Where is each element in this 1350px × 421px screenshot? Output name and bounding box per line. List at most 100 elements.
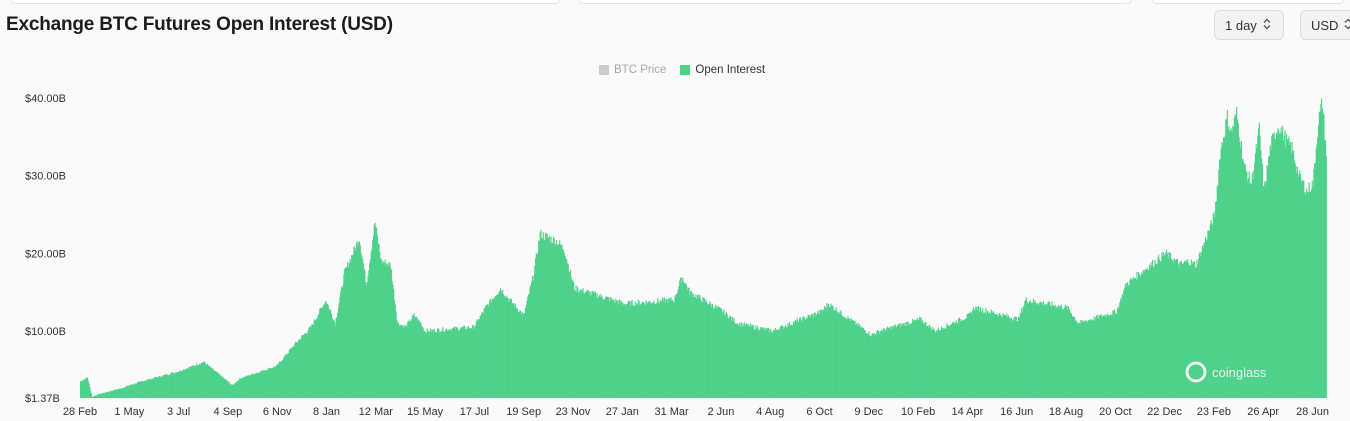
open-interest-bar xyxy=(811,314,813,398)
open-interest-bar xyxy=(708,303,710,398)
open-interest-bar xyxy=(1173,263,1175,398)
currency-select[interactable]: USD xyxy=(1300,10,1350,40)
open-interest-bar xyxy=(928,325,930,398)
open-interest-bar xyxy=(1156,263,1158,398)
open-interest-bar xyxy=(454,329,456,398)
open-interest-bar xyxy=(188,366,190,398)
open-interest-bar xyxy=(316,318,318,398)
x-tick-label: 4 Sep xyxy=(214,406,243,418)
open-interest-bar xyxy=(203,361,205,398)
open-interest-bar xyxy=(215,371,217,398)
open-interest-bar xyxy=(181,370,183,398)
open-interest-bar xyxy=(614,298,616,398)
open-interest-bar xyxy=(246,375,248,398)
open-interest-bar xyxy=(1139,276,1141,398)
open-interest-bar xyxy=(383,262,385,398)
open-interest-bar xyxy=(221,377,223,398)
open-interest-bar xyxy=(615,302,617,398)
legend-item-open-interest[interactable]: Open Interest xyxy=(680,64,765,76)
open-interest-bar xyxy=(595,297,597,398)
open-interest-bar xyxy=(983,313,985,398)
open-interest-bar xyxy=(884,331,886,398)
open-interest-bar xyxy=(439,332,442,398)
open-interest-bar xyxy=(1268,156,1270,398)
open-interest-bar xyxy=(352,254,354,398)
open-interest-bar xyxy=(793,323,795,398)
open-interest-bar xyxy=(174,373,176,398)
open-interest-bar xyxy=(234,382,236,398)
open-interest-bar xyxy=(1009,317,1011,398)
open-interest-bar xyxy=(1121,294,1123,398)
open-interest-bar xyxy=(924,321,926,398)
open-interest-bar xyxy=(474,326,476,398)
open-interest-bar xyxy=(996,313,998,398)
open-interest-bar xyxy=(547,237,549,398)
open-interest-bar xyxy=(1087,320,1089,398)
open-interest-bar xyxy=(213,370,215,398)
open-interest-bar xyxy=(958,317,960,398)
open-interest-bar xyxy=(1317,124,1320,398)
open-interest-bar xyxy=(394,304,396,398)
open-interest-bar xyxy=(1298,173,1300,398)
y-axis: $40.00B$30.00B$20.00B$10.00B$1.37B xyxy=(25,93,66,405)
open-interest-bar xyxy=(1276,134,1278,398)
open-interest-bar xyxy=(446,331,449,398)
open-interest-bar xyxy=(143,381,145,398)
open-interest-bar xyxy=(1221,141,1223,399)
open-interest-bar xyxy=(468,328,470,398)
open-interest-bar xyxy=(433,328,435,398)
open-interest-bar xyxy=(204,363,206,398)
open-interest-bar xyxy=(1267,167,1269,398)
open-interest-bar xyxy=(448,329,450,398)
open-interest-bar xyxy=(1204,242,1206,398)
open-interest-bar xyxy=(1300,181,1302,398)
open-interest-bar xyxy=(1203,242,1205,398)
open-interest-bar xyxy=(1074,317,1076,398)
open-interest-bar xyxy=(270,367,272,398)
open-interest-bar xyxy=(1049,305,1052,398)
open-interest-bar xyxy=(577,292,579,398)
open-interest-bar xyxy=(1320,103,1322,399)
open-interest-bar xyxy=(168,375,170,398)
interval-select[interactable]: 1 day xyxy=(1214,10,1284,40)
open-interest-bar xyxy=(745,324,747,398)
open-interest-bar xyxy=(865,332,867,398)
open-interest-bar xyxy=(915,319,917,398)
open-interest-bar xyxy=(870,336,872,398)
open-interest-bar xyxy=(756,328,758,398)
open-interest-bar xyxy=(1163,255,1165,398)
open-interest-bar xyxy=(209,366,211,398)
open-interest-bar xyxy=(957,323,959,398)
open-interest-bar xyxy=(1325,155,1327,398)
open-interest-bar xyxy=(927,327,929,398)
open-interest-bar xyxy=(130,384,132,398)
legend-item-btc-price[interactable]: BTC Price xyxy=(599,64,666,76)
open-interest-bar xyxy=(1244,164,1246,398)
open-interest-bar xyxy=(831,305,833,398)
open-interest-bar xyxy=(436,332,438,398)
open-interest-bar xyxy=(521,312,523,398)
open-interest-bar xyxy=(1008,317,1010,398)
open-interest-bar xyxy=(949,325,951,398)
open-interest-bar xyxy=(481,312,483,398)
open-interest-bar xyxy=(926,326,928,398)
open-interest-bar xyxy=(1136,271,1138,398)
open-interest-bar xyxy=(1047,302,1049,398)
open-interest-bar xyxy=(114,390,116,398)
open-interest-bar xyxy=(199,364,201,398)
open-interest-bar xyxy=(530,284,532,398)
open-interest-bar xyxy=(1089,319,1091,398)
open-interest-bar xyxy=(1130,278,1132,398)
open-interest-bar xyxy=(647,301,650,398)
open-interest-bar xyxy=(1028,301,1031,398)
open-interest-bar xyxy=(1014,316,1016,398)
open-interest-bar xyxy=(531,281,533,398)
open-interest-bar xyxy=(937,327,939,398)
open-interest-bar xyxy=(982,312,985,398)
open-interest-bar xyxy=(460,328,462,398)
open-interest-bar xyxy=(725,311,727,398)
open-interest-bar xyxy=(787,323,789,398)
open-interest-bar xyxy=(936,330,939,398)
open-interest-bar xyxy=(208,366,210,398)
open-interest-bar xyxy=(520,311,522,398)
